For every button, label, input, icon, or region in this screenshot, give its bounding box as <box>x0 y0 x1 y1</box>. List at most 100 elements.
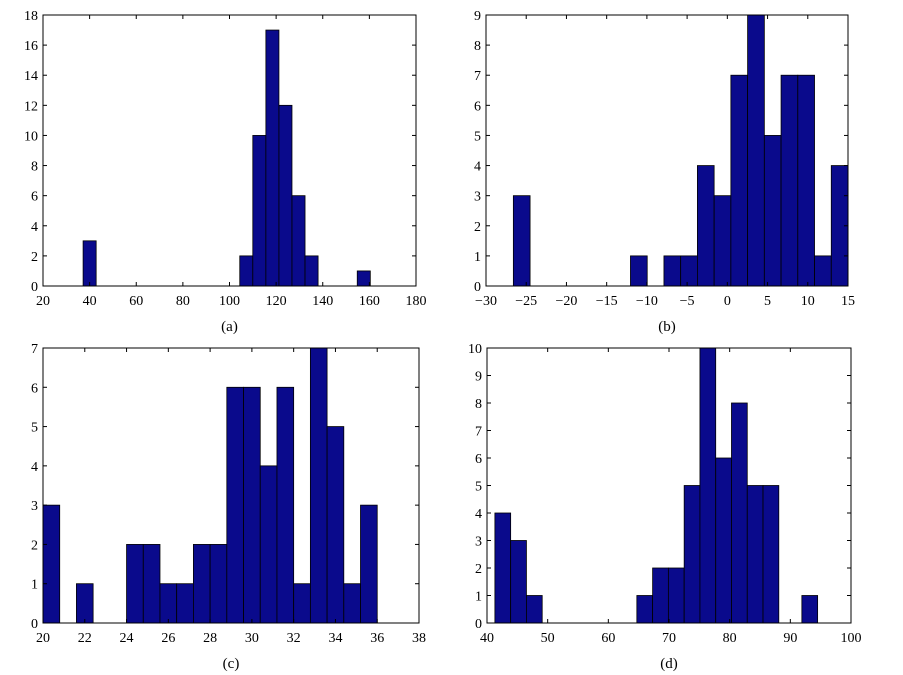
histogram-bar <box>730 74 748 287</box>
x-tick-label: 140 <box>312 294 333 309</box>
panel-caption-b: (b) <box>658 319 676 335</box>
x-tick-label: 40 <box>480 631 494 646</box>
histogram-bar <box>699 347 717 624</box>
y-tick-label: 7 <box>474 69 481 84</box>
x-tick-label: 80 <box>723 631 737 646</box>
x-tick-label: −15 <box>596 294 618 309</box>
x-tick-label: 60 <box>601 631 615 646</box>
histogram-bar <box>76 583 94 624</box>
histogram-bar <box>304 255 319 287</box>
y-tick-label: 9 <box>475 370 482 385</box>
bars-c <box>42 347 378 624</box>
histogram-bar <box>252 135 267 287</box>
histogram-bar <box>360 504 378 624</box>
panel-caption-a: (a) <box>221 319 238 335</box>
y-tick-label: 4 <box>31 460 38 475</box>
x-tick-label: 38 <box>412 631 426 646</box>
y-tick-label: 10 <box>24 129 38 144</box>
x-tick-label: 100 <box>219 294 240 309</box>
y-tick-label: 1 <box>474 250 481 265</box>
y-tick-label: 4 <box>31 220 38 235</box>
histogram-bar <box>636 595 654 624</box>
histogram-bar <box>630 255 648 287</box>
x-tick-label: 20 <box>36 294 50 309</box>
y-tick-label: 14 <box>24 69 38 84</box>
x-tick-label: 160 <box>359 294 380 309</box>
x-tick-label: 5 <box>764 294 771 309</box>
x-tick-label: 36 <box>370 631 384 646</box>
histogram-bar <box>801 595 819 624</box>
y-tick-label: 0 <box>31 617 38 632</box>
histogram-bar <box>259 465 278 624</box>
histogram-bar <box>797 74 815 287</box>
histogram-bar <box>512 195 531 287</box>
histogram-bar <box>697 165 715 287</box>
histogram-bar <box>192 544 211 624</box>
x-tick-label: 0 <box>724 294 731 309</box>
y-tick-label: 8 <box>31 160 38 175</box>
x-tick-label: −25 <box>515 294 537 309</box>
histogram-bar <box>683 485 701 624</box>
histogram-bar <box>526 595 543 624</box>
y-tick-label: 4 <box>475 507 482 522</box>
y-tick-label: 12 <box>24 99 38 114</box>
y-tick-label: 2 <box>31 250 38 265</box>
histogram-bar <box>814 255 832 287</box>
y-tick-label: 10 <box>468 342 482 357</box>
histogram-bar <box>82 240 97 287</box>
x-tick-label: 180 <box>406 294 427 309</box>
x-tick-label: 26 <box>161 631 175 646</box>
x-tick-label: −30 <box>475 294 497 309</box>
bars-b <box>512 14 849 287</box>
histogram-bar <box>209 544 228 624</box>
y-tick-label: 16 <box>24 39 38 54</box>
y-tick-label: 0 <box>31 280 38 295</box>
histogram-bar <box>176 583 194 624</box>
y-tick-label: 4 <box>474 160 481 175</box>
histogram-bar <box>780 74 799 287</box>
y-tick-label: 5 <box>31 421 38 436</box>
y-tick-label: 3 <box>474 190 481 205</box>
x-tick-label: 50 <box>541 631 555 646</box>
y-tick-label: 0 <box>474 280 481 295</box>
x-tick-label: −20 <box>555 294 577 309</box>
y-tick-label: 6 <box>31 190 38 205</box>
histogram-bar <box>343 583 361 624</box>
histogram-panel-a: 20 40 60 80 100 120 140 160 180 0 2 4 6 8 10 12 14 16 18 (a… <box>24 9 427 335</box>
histogram-bar <box>731 402 748 624</box>
x-tick-label: 60 <box>129 294 143 309</box>
y-tick-label: 1 <box>475 590 482 605</box>
histogram-bar <box>747 14 765 287</box>
histogram-bar <box>510 540 527 624</box>
x-tick-label: 20 <box>36 631 50 646</box>
y-tick-label: 7 <box>31 342 38 357</box>
x-tick-label: 100 <box>841 631 862 646</box>
y-tick-label: 6 <box>474 99 481 114</box>
histogram-bar <box>762 485 780 624</box>
axes-box-b <box>485 14 849 287</box>
x-tick-label: 28 <box>203 631 217 646</box>
histogram-panel-b: −30 −25 −20 −15 −10 −5 0 5 10 15 0 1 2 3 4 5 6 7 8 9 (b) <box>474 9 855 335</box>
y-tick-label: 5 <box>474 129 481 144</box>
histogram-bar <box>291 195 306 287</box>
x-tick-label: 34 <box>328 631 342 646</box>
panel-caption-c: (c) <box>223 656 240 672</box>
histogram-bar <box>309 347 328 624</box>
histogram-bar <box>293 583 311 624</box>
y-tick-label: 9 <box>474 9 481 24</box>
y-tick-label: 2 <box>31 538 38 553</box>
histogram-bar <box>276 386 295 624</box>
histogram-bar <box>126 544 144 624</box>
y-tick-label: 2 <box>474 220 481 235</box>
axes-box-a <box>42 14 417 287</box>
y-tick-label: 1 <box>31 578 38 593</box>
y-tick-label: 6 <box>475 452 482 467</box>
histogram-bar <box>226 386 244 624</box>
x-tick-label: 90 <box>783 631 797 646</box>
histogram-bar <box>42 504 61 624</box>
histogram-bar <box>667 567 685 624</box>
y-tick-label: 8 <box>474 39 481 54</box>
y-tick-label: 5 <box>475 480 482 495</box>
